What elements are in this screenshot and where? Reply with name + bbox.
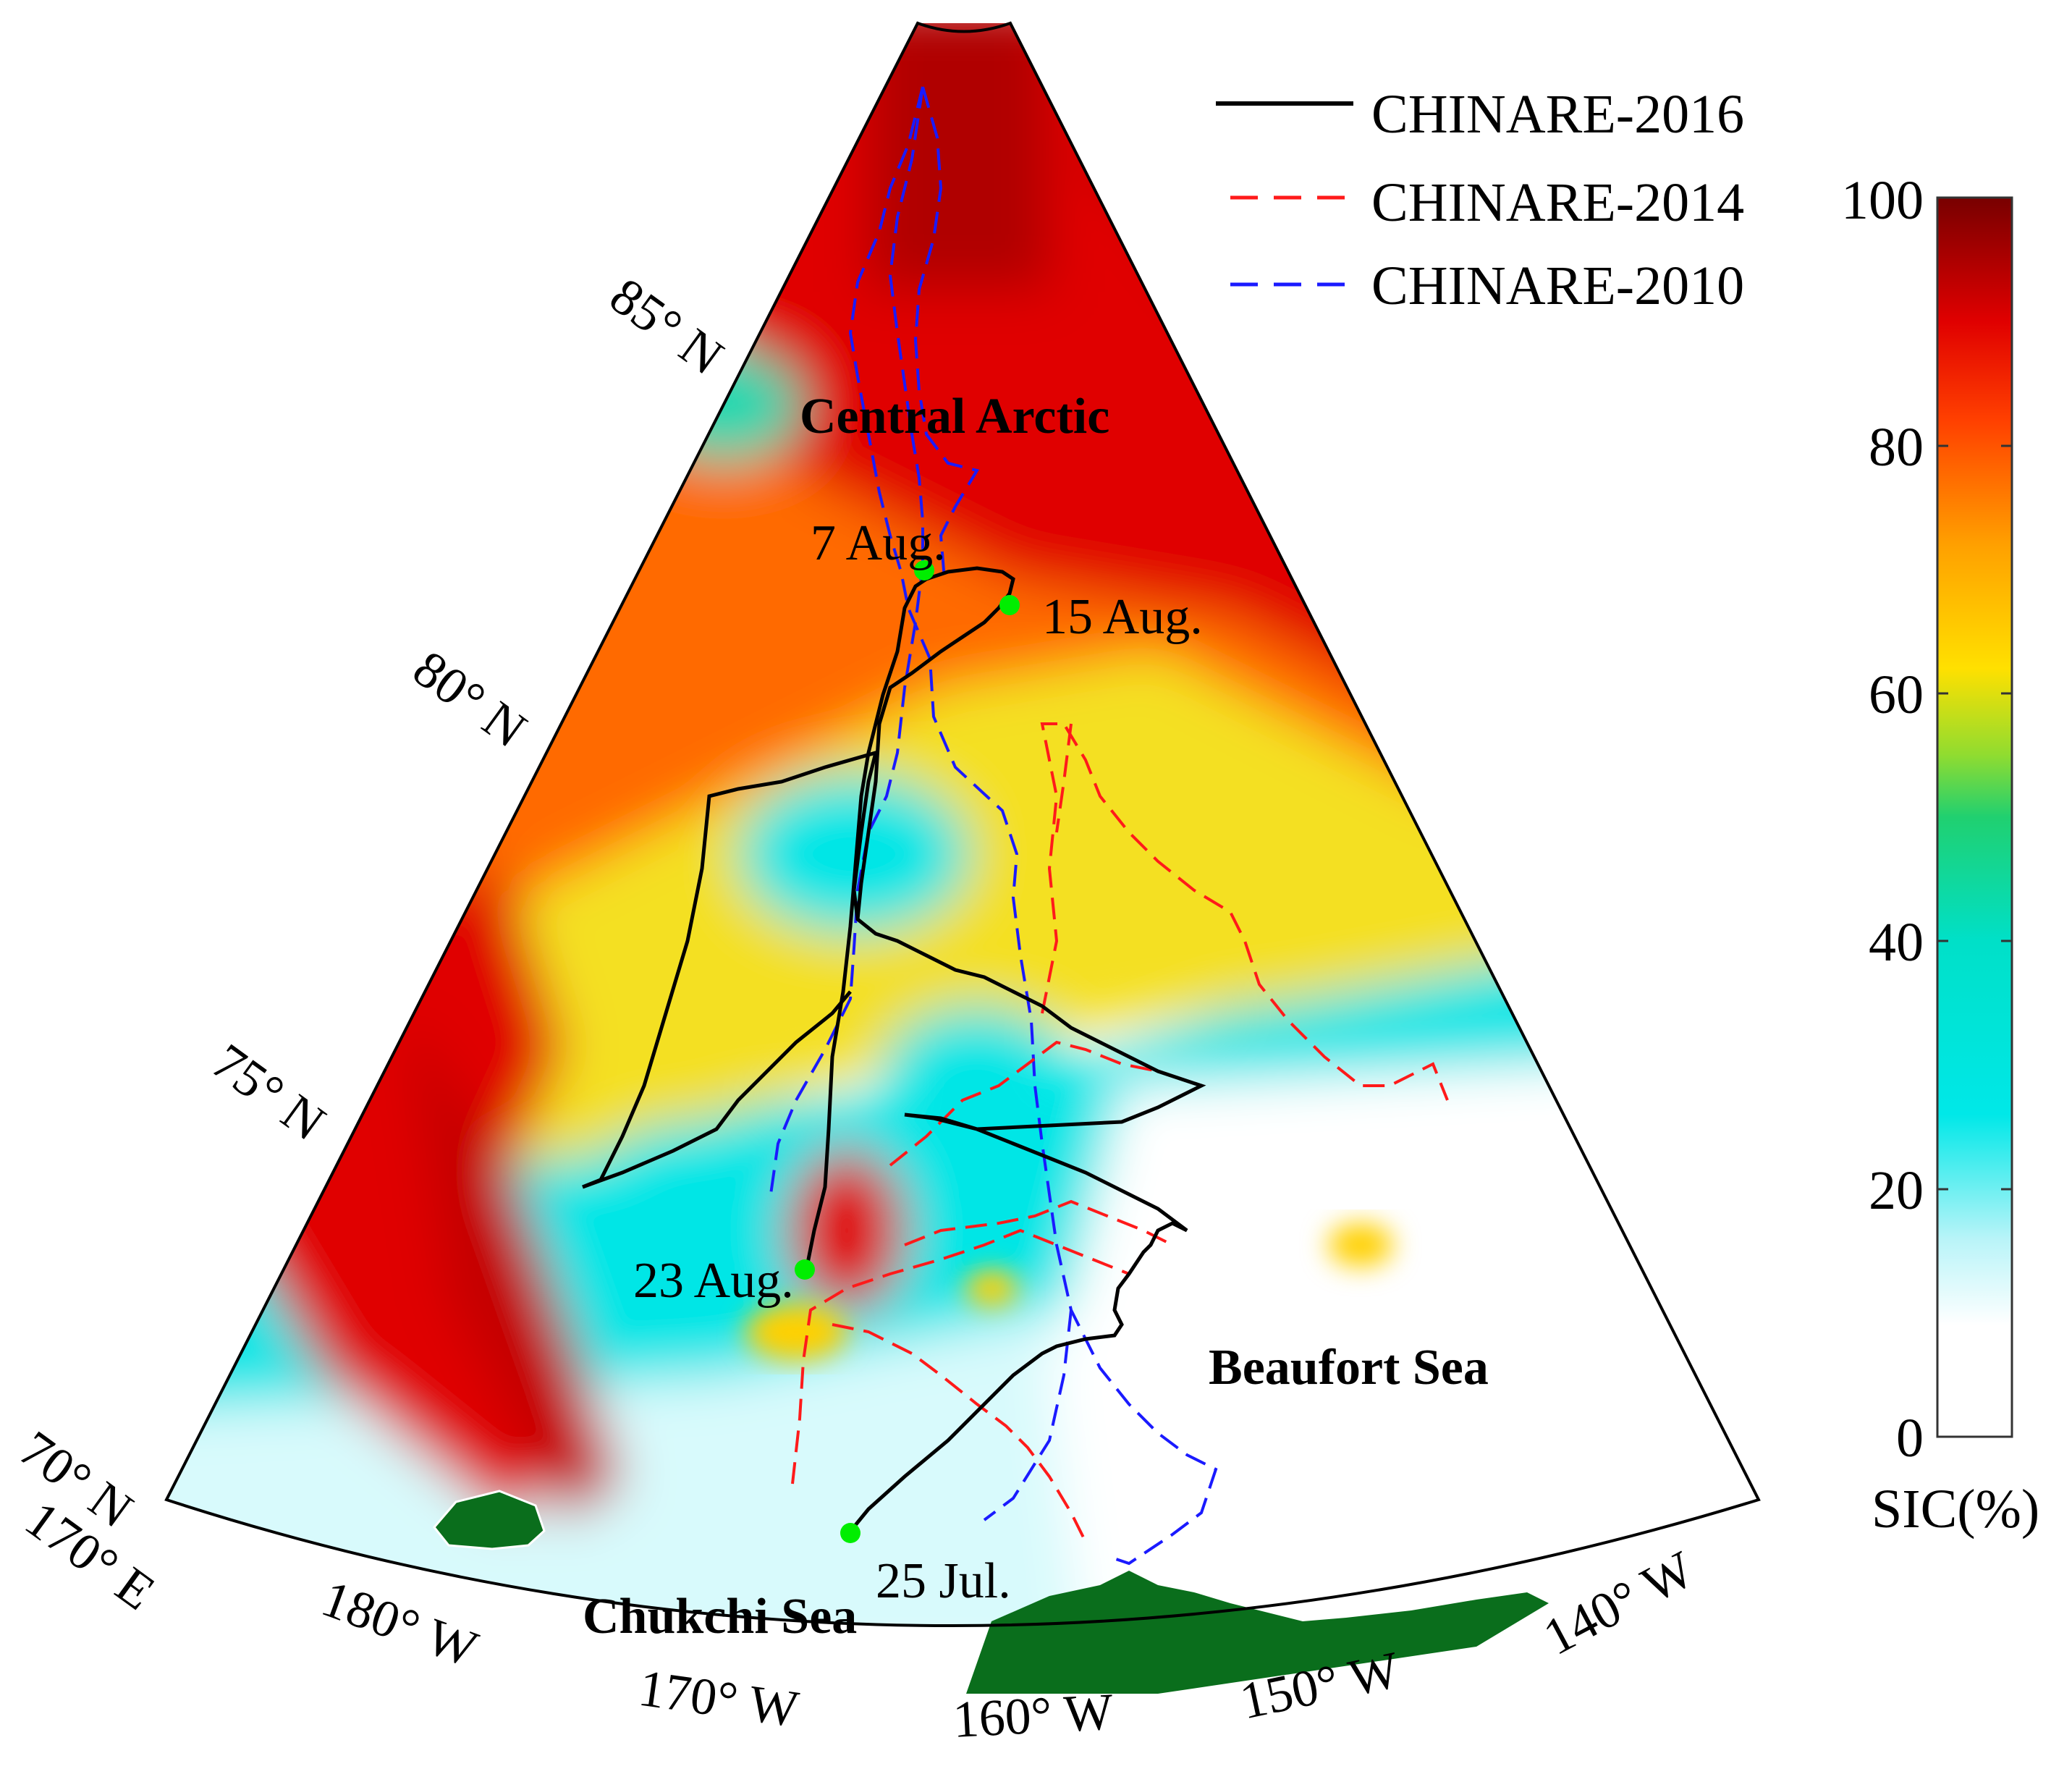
colorbar-tick-40: 40 xyxy=(1869,912,1924,973)
lat-label-80: 80° N xyxy=(403,639,537,759)
region-beaufort-sea: Beaufort Sea xyxy=(1209,1340,1489,1395)
legend-label-2010: CHINARE-2010 xyxy=(1371,256,1744,316)
wrangel-island xyxy=(433,1490,546,1550)
map-frame xyxy=(164,21,1761,1627)
date-markers xyxy=(795,560,1020,1543)
colorbar: 100 80 60 40 20 0 SIC(%) xyxy=(1841,170,2039,1540)
colorbar-tick-100: 100 xyxy=(1841,170,1924,231)
alaska-land xyxy=(966,1571,1549,1694)
region-chukchi-sea: Chukchi Sea xyxy=(583,1589,857,1644)
legend: CHINARE-2016 CHINARE-2014 CHINARE-2010 xyxy=(1216,84,1744,316)
colorbar-gradient xyxy=(1936,196,2013,1438)
lon-label-140w: 140° W xyxy=(1534,1540,1703,1667)
colorbar-title: SIC(%) xyxy=(1872,1479,2039,1540)
legend-label-2016: CHINARE-2016 xyxy=(1371,84,1744,145)
marker-15-aug xyxy=(999,595,1020,615)
label-15-aug: 15 Aug. xyxy=(1042,589,1203,645)
lat-label-85: 85° N xyxy=(600,266,734,386)
label-7-aug: 7 Aug. xyxy=(811,515,946,571)
colorbar-tick-80: 80 xyxy=(1869,417,1924,478)
label-23-aug: 23 Aug. xyxy=(633,1253,794,1309)
lon-label-170w: 170° W xyxy=(635,1659,802,1739)
colorbar-tick-0: 0 xyxy=(1896,1408,1924,1469)
marker-7-aug xyxy=(914,560,934,580)
region-central-arctic: Central Arctic xyxy=(800,389,1109,444)
track-chinare-2010 xyxy=(769,86,1218,1566)
label-25-jul: 25 Jul. xyxy=(876,1553,1011,1609)
legend-label-2014: CHINARE-2014 xyxy=(1371,172,1744,233)
track-chinare-2014 xyxy=(791,722,1449,1542)
lat-label-75: 75° N xyxy=(202,1032,336,1152)
colorbar-tick-20: 20 xyxy=(1869,1160,1924,1221)
lon-label-180w: 180° W xyxy=(315,1569,485,1678)
marker-23-aug xyxy=(795,1259,815,1280)
marker-25-jul xyxy=(840,1523,860,1543)
lon-label-160w: 160° W xyxy=(952,1682,1115,1748)
colorbar-tick-60: 60 xyxy=(1869,664,1924,725)
track-chinare-2016 xyxy=(582,566,1206,1534)
